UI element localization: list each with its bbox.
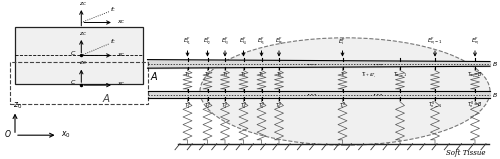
Text: $T_i$: $T_i$	[340, 70, 345, 79]
Text: $T_6^0$: $T_6^0$	[276, 100, 282, 111]
Text: $B$: $B$	[492, 60, 498, 68]
Text: $E_{n_l-1}^F$: $E_{n_l-1}^F$	[427, 35, 443, 47]
Text: $E_{t_1}^F$: $E_{t_1}^F$	[184, 35, 192, 47]
Text: $T_{n_l}\!=\!B$: $T_{n_l}\!=\!B$	[467, 70, 483, 80]
Bar	[10, 62, 147, 104]
Text: $C$: $C$	[70, 49, 76, 57]
Text: $z_C$: $z_C$	[79, 30, 88, 38]
Text: $A$: $A$	[102, 92, 112, 104]
Text: $E_{t_2}^F$: $E_{t_2}^F$	[204, 35, 212, 47]
Text: $\cdots$: $\cdots$	[306, 59, 316, 68]
Text: $T_1$: $T_1$	[184, 70, 191, 79]
Text: $E_{t_3}^F$: $E_{t_3}^F$	[221, 35, 229, 47]
Text: $T_3^0$: $T_3^0$	[222, 100, 228, 111]
Text: $C$: $C$	[70, 78, 76, 86]
Text: $f_C$: $f_C$	[110, 37, 117, 46]
Text: $T_{n_l}^0\!=\!B$: $T_{n_l}^0\!=\!B$	[467, 100, 483, 111]
Text: $T_2$: $T_2$	[204, 70, 211, 79]
Text: $z_C$: $z_C$	[79, 59, 88, 67]
Text: $z_C$: $z_C$	[79, 0, 88, 8]
Text: $T_1^0$: $T_1^0$	[184, 100, 191, 111]
Text: $T_6$: $T_6$	[276, 70, 282, 79]
Text: $T_{n_l-1}$: $T_{n_l-1}$	[393, 70, 407, 80]
Text: $T_2^0$: $T_2^0$	[204, 100, 211, 111]
Text: $T_4$: $T_4$	[240, 70, 247, 79]
Text: $O$: $O$	[4, 128, 12, 139]
Text: $\cdots$: $\cdots$	[372, 59, 383, 68]
Text: $T_i^0$: $T_i^0$	[339, 100, 346, 111]
Text: $E_{t_4}^F$: $E_{t_4}^F$	[239, 35, 248, 47]
Text: $z_0$: $z_0$	[13, 101, 22, 111]
Text: $E_{t_6}^F$: $E_{t_6}^F$	[274, 35, 283, 47]
Text: $x_C$: $x_C$	[118, 18, 126, 26]
Text: $A$: $A$	[150, 70, 158, 82]
Ellipse shape	[200, 38, 490, 145]
Text: $T_4^0$: $T_4^0$	[240, 100, 247, 111]
Text: $T_3$: $T_3$	[222, 70, 228, 79]
Text: $E_i^F$: $E_i^F$	[338, 36, 346, 47]
Text: $T_{i+\Delta T_i}$: $T_{i+\Delta T_i}$	[361, 70, 376, 80]
Text: $E_{n_l}^F$: $E_{n_l}^F$	[470, 35, 480, 47]
Bar	[15, 27, 142, 84]
Text: $x_C$: $x_C$	[118, 80, 126, 88]
Text: Soft Tissue: Soft Tissue	[446, 149, 485, 157]
Text: $\cdots$: $\cdots$	[306, 90, 316, 99]
Text: $\cdots$: $\cdots$	[372, 90, 383, 99]
Text: $T_5^0$: $T_5^0$	[258, 100, 265, 111]
Text: $x_C$: $x_C$	[118, 51, 126, 59]
Text: $T_{n_l-1}^0$: $T_{n_l-1}^0$	[428, 100, 442, 111]
Text: $f_C$: $f_C$	[110, 5, 117, 14]
Text: $x_0$: $x_0$	[61, 130, 71, 140]
Text: $E_{t_5}^F$: $E_{t_5}^F$	[258, 35, 266, 47]
Text: $B$: $B$	[492, 91, 498, 99]
Text: $T_5$: $T_5$	[258, 70, 265, 79]
